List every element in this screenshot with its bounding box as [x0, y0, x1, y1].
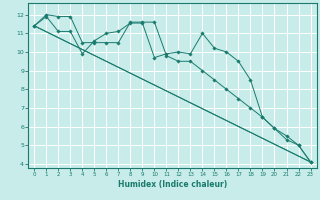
- X-axis label: Humidex (Indice chaleur): Humidex (Indice chaleur): [118, 180, 227, 189]
